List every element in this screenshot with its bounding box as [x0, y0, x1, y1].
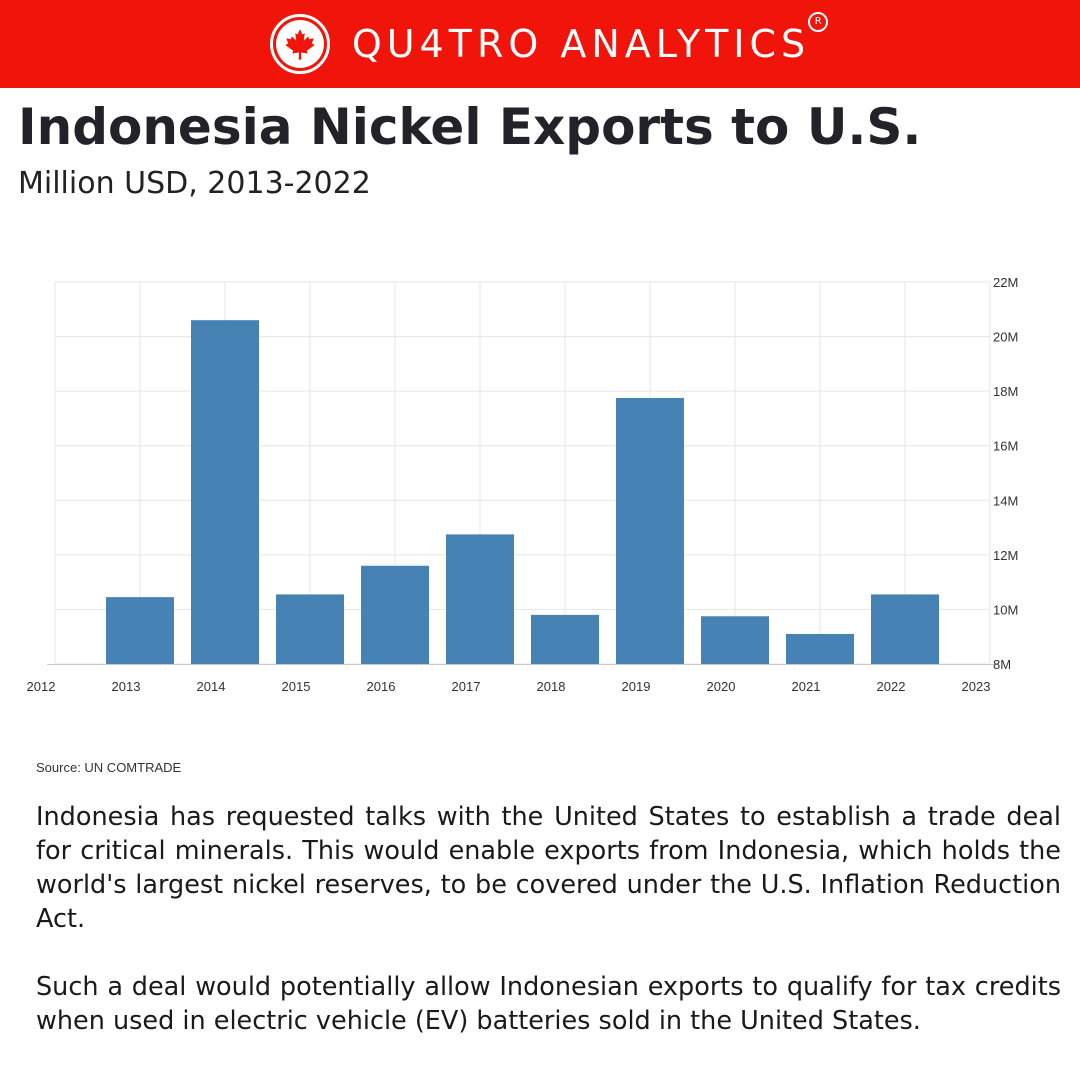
y-tick-label: 18M: [993, 384, 1018, 399]
bar-2015: [276, 594, 344, 664]
registered-mark: R: [808, 12, 829, 32]
y-tick-label: 8M: [993, 657, 1011, 672]
x-tick-label: 2016: [367, 679, 396, 694]
bar-2013: [106, 597, 174, 664]
x-tick-label: 2017: [452, 679, 481, 694]
bar-2017: [446, 534, 514, 664]
bar-2018: [531, 614, 599, 664]
x-tick-label: 2015: [282, 679, 311, 694]
maple-leaf-icon: [285, 29, 315, 60]
page-title: Indonesia Nickel Exports to U.S.: [18, 98, 922, 156]
y-tick-label: 20M: [993, 330, 1018, 345]
y-tick-label: 14M: [993, 493, 1018, 508]
paragraph-1: Indonesia has requested talks with the U…: [36, 802, 1061, 934]
x-tick-label: 2014: [197, 679, 226, 694]
page-subtitle: Million USD, 2013-2022: [18, 166, 371, 201]
x-tick-label: 2020: [707, 679, 736, 694]
bar-2021: [786, 633, 854, 664]
x-tick-label: 2021: [792, 679, 821, 694]
x-tick-label: 2012: [27, 679, 56, 694]
bar-2022: [871, 594, 939, 664]
bar-2019: [616, 397, 684, 664]
y-tick-label: 16M: [993, 439, 1018, 454]
y-tick-label: 12M: [993, 548, 1018, 563]
y-tick-label: 22M: [993, 275, 1018, 290]
bar-2020: [701, 616, 769, 664]
bar-2014: [191, 320, 259, 664]
x-tick-label: 2013: [112, 679, 141, 694]
y-tick-label: 10M: [993, 602, 1018, 617]
header-banner: QU4TRO ANALYTICS R: [0, 0, 1080, 88]
bar-2016: [361, 565, 429, 664]
source-note: Source: UN COMTRADE: [36, 760, 182, 775]
brand-name: QU4TRO ANALYTICS R: [352, 12, 829, 66]
x-tick-label: 2019: [622, 679, 651, 694]
paragraph-2: Such a deal would potentially allow Indo…: [36, 972, 1061, 1036]
logo: [269, 14, 330, 74]
x-tick-label: 2018: [537, 679, 566, 694]
x-tick-label: 2023: [962, 679, 991, 694]
bar-chart: 2012 2013 2014 2015 2016 2017 2018 2019 2020 2021…: [27, 275, 1019, 694]
x-tick-label: 2022: [877, 679, 906, 694]
